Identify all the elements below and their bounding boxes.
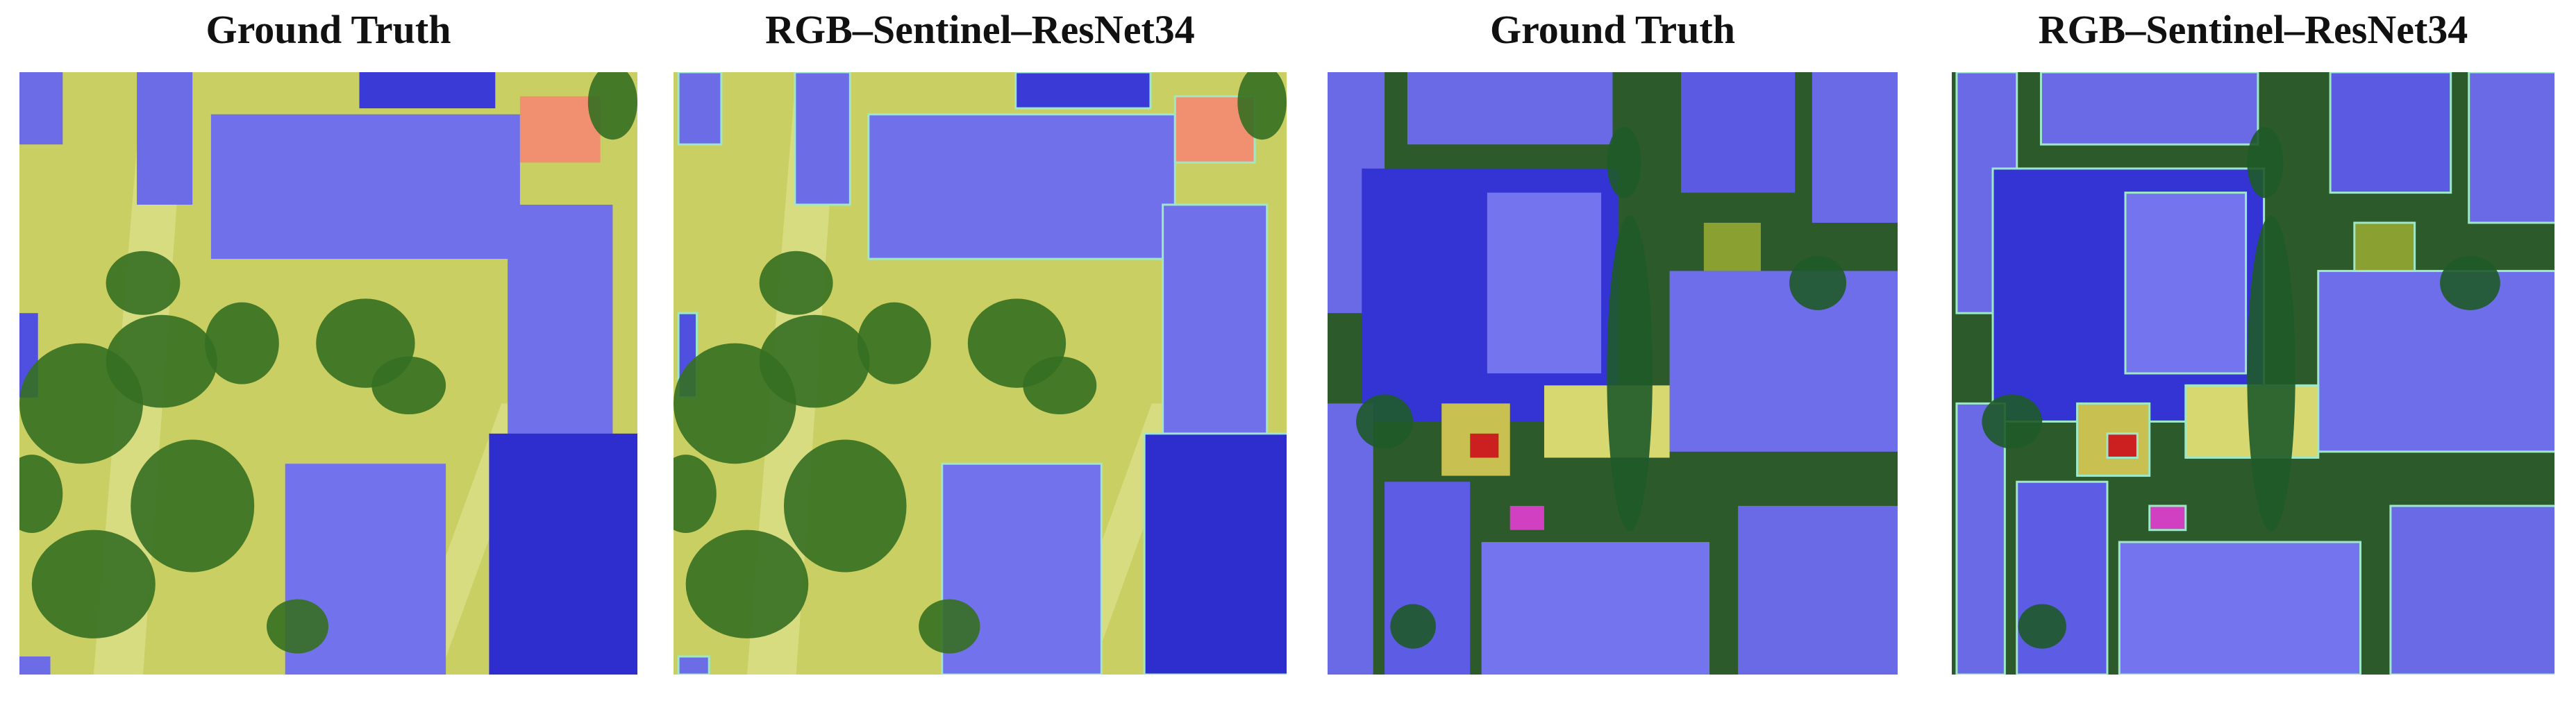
building <box>1509 505 1544 530</box>
building <box>2039 72 2259 146</box>
building <box>210 114 520 260</box>
tree <box>759 251 833 315</box>
building <box>1328 403 1373 675</box>
building <box>1738 505 1898 675</box>
building <box>519 96 601 163</box>
tree <box>205 302 279 384</box>
aerial-image <box>19 72 637 675</box>
building <box>1681 72 1796 193</box>
tree <box>685 530 809 638</box>
building <box>489 433 637 675</box>
tree <box>2440 255 2500 310</box>
building <box>19 72 63 145</box>
building <box>359 72 496 109</box>
panel-title: Ground Truth <box>206 7 451 52</box>
building <box>1385 482 1471 675</box>
tree <box>267 599 328 654</box>
tree <box>919 599 980 654</box>
panel-title: Ground Truth <box>1490 7 1735 52</box>
aerial-image <box>1952 72 2554 675</box>
tree <box>2018 604 2066 649</box>
tree <box>371 356 446 415</box>
building <box>2118 541 2362 675</box>
tree <box>1607 126 1641 198</box>
aerial-image <box>674 72 1287 675</box>
building <box>1014 72 1152 110</box>
building <box>2148 505 2187 532</box>
building <box>2389 505 2554 675</box>
tree <box>1356 394 1414 449</box>
building <box>137 72 193 205</box>
tree <box>106 314 217 408</box>
tree <box>1237 72 1287 140</box>
building <box>794 72 851 206</box>
tree <box>759 314 870 408</box>
building <box>677 72 723 146</box>
tree <box>857 302 931 384</box>
building <box>1407 72 1613 145</box>
tree <box>1789 255 1847 310</box>
panel-title: RGB–Sentinel–ResNet34 <box>2039 7 2468 52</box>
tree <box>783 439 907 573</box>
building <box>1955 402 2006 675</box>
building <box>1470 433 1499 458</box>
building <box>2329 72 2452 194</box>
building <box>1703 223 1761 271</box>
building <box>2124 192 2248 375</box>
building <box>867 113 1176 260</box>
tree <box>31 530 156 638</box>
building <box>1481 542 1710 675</box>
panel-title: RGB–Sentinel–ResNet34 <box>765 7 1195 52</box>
tree <box>2247 215 2295 532</box>
building <box>2468 72 2554 224</box>
building <box>2353 221 2416 272</box>
aerial-image <box>1328 72 1898 675</box>
building <box>1143 432 1287 675</box>
tree <box>674 455 717 534</box>
building <box>19 656 51 675</box>
tree <box>1390 604 1436 649</box>
tree <box>1607 215 1653 532</box>
tree <box>1023 356 1097 415</box>
tree <box>1982 394 2043 449</box>
tree <box>19 455 63 534</box>
tree <box>131 439 255 573</box>
building <box>2317 269 2554 453</box>
building <box>1812 72 1898 223</box>
building <box>1487 192 1602 373</box>
building <box>2106 432 2139 459</box>
building <box>1669 271 1898 452</box>
tree <box>106 251 181 315</box>
building <box>677 655 710 675</box>
tree <box>587 72 637 140</box>
tree <box>2247 126 2284 198</box>
